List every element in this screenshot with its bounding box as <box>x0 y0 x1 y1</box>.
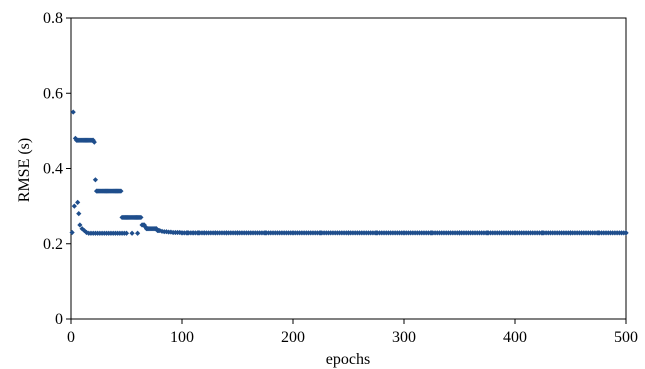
data-point <box>77 222 83 228</box>
data-point <box>70 109 76 115</box>
data-point <box>91 139 97 145</box>
data-point <box>123 230 130 236</box>
data-point <box>69 229 75 236</box>
data-point <box>71 203 77 209</box>
y-axis-ticks: 0 0.2 0.4 0.6 0.8 <box>43 10 71 328</box>
data-point <box>92 177 99 183</box>
y-tick-label: 0.4 <box>43 161 63 178</box>
x-tick-label: 500 <box>614 329 638 346</box>
y-axis-label: RMSE (s) <box>16 138 33 202</box>
data-point <box>623 230 629 236</box>
x-tick-label: 200 <box>281 329 305 346</box>
data-point <box>129 230 135 236</box>
x-axis-ticks: 0 100 200 300 400 500 <box>67 319 638 346</box>
x-tick-label: 400 <box>503 329 527 346</box>
data-point <box>75 199 81 205</box>
x-axis-label: epochs <box>326 351 370 368</box>
y-tick-label: 0.6 <box>43 85 63 102</box>
data-point <box>135 230 141 236</box>
y-tick-label: 0.8 <box>43 10 63 27</box>
y-tick-label: 0.2 <box>43 236 63 253</box>
x-tick-label: 0 <box>67 329 75 346</box>
plot-frame <box>70 17 627 320</box>
data-point <box>118 188 124 194</box>
plot-area-border <box>70 17 627 320</box>
x-tick-label: 300 <box>392 329 416 346</box>
data-point <box>76 211 82 217</box>
y-tick-label: 0 <box>55 311 63 328</box>
data-point <box>138 214 144 221</box>
data-points <box>69 109 629 236</box>
x-tick-label: 100 <box>170 329 194 346</box>
